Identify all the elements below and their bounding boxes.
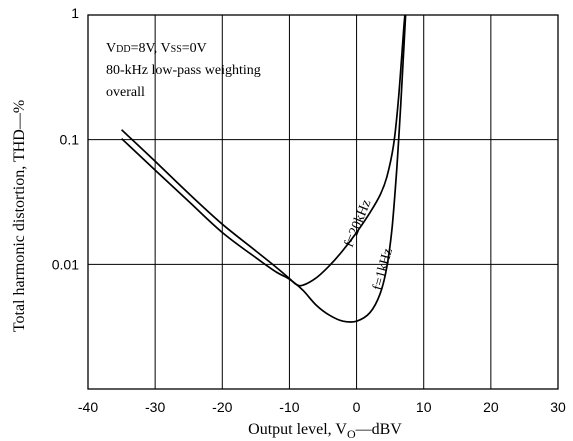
x-axis-label: Output level, VO—dBV: [248, 421, 402, 441]
x-tick-label: 10: [416, 399, 432, 415]
series-line: [121, 14, 406, 287]
series-line: [121, 14, 407, 323]
y-tick-label: 1: [71, 5, 79, 21]
x-tick-label: 20: [483, 399, 499, 415]
curve-label: f=1kHz: [370, 247, 396, 292]
x-tick-label: -40: [78, 399, 98, 415]
y-tick-label: 0.01: [52, 256, 79, 272]
x-axis-label-unit: —dBV: [355, 421, 403, 438]
x-axis-label-sub: O: [347, 427, 356, 441]
condition-fragment: =8V, V: [131, 41, 171, 56]
condition-fragment: =0V: [182, 41, 207, 56]
y-tick-labels: 0.01 0.1 1: [52, 5, 79, 272]
x-axis-label-main: Output level, V: [248, 421, 347, 438]
x-tick-label: -20: [212, 399, 232, 415]
condition-fragment: DD: [116, 44, 130, 55]
data-series: [121, 14, 407, 323]
condition-fragment: SS: [171, 44, 182, 55]
x-tick-label: -30: [145, 399, 165, 415]
y-tick-label: 0.1: [60, 132, 80, 148]
curve-label: f=20kHz: [342, 198, 375, 250]
x-tick-labels: -40 -30 -20 -10 0 10 20 30: [78, 399, 566, 415]
condition-line: 80-kHz low-pass weighting: [106, 63, 261, 78]
condition-line: VDD=8V, VSS=0V: [106, 41, 207, 56]
condition-fragment: overall: [106, 85, 145, 100]
condition-fragment: V: [106, 41, 116, 56]
x-tick-label: 0: [353, 399, 361, 415]
condition-fragment: 80-kHz low-pass weighting: [106, 63, 261, 78]
x-tick-label: -10: [279, 399, 299, 415]
plot-frame: [87, 14, 559, 390]
condition-line: overall: [106, 85, 145, 100]
grid-lines: [88, 15, 558, 389]
condition-text: VDD=8V, VSS=0V 80-kHz low-pass weighting o…: [106, 41, 261, 100]
x-tick-label: 30: [550, 399, 566, 415]
y-axis-label: Total harmonic distortion, THD—%: [11, 100, 28, 332]
